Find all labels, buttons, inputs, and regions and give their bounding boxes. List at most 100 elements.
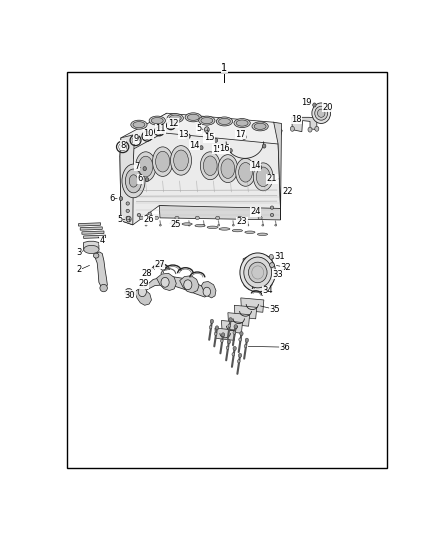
Text: 30: 30 <box>125 290 135 300</box>
Text: 9: 9 <box>134 134 139 143</box>
Text: 25: 25 <box>170 220 180 229</box>
Polygon shape <box>82 231 104 235</box>
Ellipse shape <box>218 155 238 183</box>
Ellipse shape <box>252 122 268 131</box>
Circle shape <box>234 325 237 329</box>
Ellipse shape <box>203 156 217 175</box>
Ellipse shape <box>258 233 268 236</box>
Polygon shape <box>274 122 282 220</box>
Ellipse shape <box>138 156 153 177</box>
Circle shape <box>215 326 219 330</box>
Polygon shape <box>78 223 101 226</box>
Circle shape <box>127 216 131 222</box>
Ellipse shape <box>175 216 179 220</box>
Ellipse shape <box>187 114 199 120</box>
Ellipse shape <box>258 216 262 220</box>
Ellipse shape <box>215 216 220 220</box>
Ellipse shape <box>167 114 184 123</box>
Ellipse shape <box>236 120 248 126</box>
Ellipse shape <box>151 117 163 124</box>
Circle shape <box>214 332 217 335</box>
Text: 32: 32 <box>280 263 291 272</box>
Polygon shape <box>201 281 216 298</box>
Ellipse shape <box>129 175 138 187</box>
Ellipse shape <box>93 253 99 258</box>
Ellipse shape <box>152 147 173 176</box>
Ellipse shape <box>216 117 233 126</box>
Text: 34: 34 <box>263 286 273 295</box>
Ellipse shape <box>139 216 143 220</box>
Ellipse shape <box>188 224 190 226</box>
Ellipse shape <box>248 262 267 282</box>
Ellipse shape <box>232 229 243 232</box>
Ellipse shape <box>182 223 192 225</box>
Text: 21: 21 <box>267 174 277 183</box>
Text: 17: 17 <box>236 130 246 139</box>
Polygon shape <box>222 320 243 333</box>
Polygon shape <box>84 241 99 249</box>
Polygon shape <box>120 134 134 225</box>
Ellipse shape <box>149 116 166 125</box>
Text: 12: 12 <box>168 118 178 127</box>
Text: 11: 11 <box>155 124 166 133</box>
Text: 1: 1 <box>222 63 227 73</box>
Ellipse shape <box>245 231 255 233</box>
Ellipse shape <box>236 158 255 186</box>
Polygon shape <box>292 117 317 132</box>
Text: 6: 6 <box>109 194 114 203</box>
Ellipse shape <box>253 163 273 191</box>
Circle shape <box>184 280 192 290</box>
Text: 22: 22 <box>282 187 293 196</box>
Polygon shape <box>128 277 209 297</box>
Ellipse shape <box>201 117 213 124</box>
Ellipse shape <box>170 222 180 224</box>
Text: 29: 29 <box>138 279 149 288</box>
Ellipse shape <box>155 216 159 220</box>
Ellipse shape <box>126 202 130 205</box>
Circle shape <box>238 353 242 358</box>
Text: 4: 4 <box>100 236 105 245</box>
Polygon shape <box>120 113 282 156</box>
Ellipse shape <box>275 224 277 226</box>
Ellipse shape <box>199 116 215 125</box>
Ellipse shape <box>185 113 201 122</box>
Ellipse shape <box>247 224 249 226</box>
Text: 14: 14 <box>251 161 261 170</box>
Polygon shape <box>95 252 107 289</box>
Text: 24: 24 <box>251 207 261 216</box>
Ellipse shape <box>170 115 181 121</box>
Circle shape <box>313 103 316 107</box>
Circle shape <box>229 149 232 152</box>
Ellipse shape <box>203 224 205 226</box>
Text: 27: 27 <box>154 260 165 269</box>
Ellipse shape <box>256 167 270 187</box>
Ellipse shape <box>200 152 220 180</box>
Text: 36: 36 <box>279 343 290 352</box>
Circle shape <box>210 319 214 324</box>
Polygon shape <box>228 313 250 326</box>
Polygon shape <box>180 276 199 293</box>
Circle shape <box>222 333 225 337</box>
Circle shape <box>242 134 246 140</box>
Circle shape <box>233 331 236 334</box>
Circle shape <box>205 127 209 133</box>
Ellipse shape <box>218 224 220 226</box>
Ellipse shape <box>145 224 147 226</box>
Ellipse shape <box>100 284 107 292</box>
Polygon shape <box>234 305 257 319</box>
Polygon shape <box>243 256 272 290</box>
Ellipse shape <box>125 288 132 296</box>
Ellipse shape <box>122 164 145 198</box>
Polygon shape <box>84 235 106 238</box>
Text: 23: 23 <box>237 217 247 227</box>
Ellipse shape <box>312 103 331 124</box>
Text: 18: 18 <box>291 115 302 124</box>
Ellipse shape <box>238 216 242 220</box>
Text: 14: 14 <box>189 141 200 150</box>
Ellipse shape <box>84 245 99 254</box>
Circle shape <box>226 346 229 350</box>
Circle shape <box>209 326 212 329</box>
Ellipse shape <box>232 224 234 226</box>
Circle shape <box>228 324 230 327</box>
Circle shape <box>143 166 146 171</box>
